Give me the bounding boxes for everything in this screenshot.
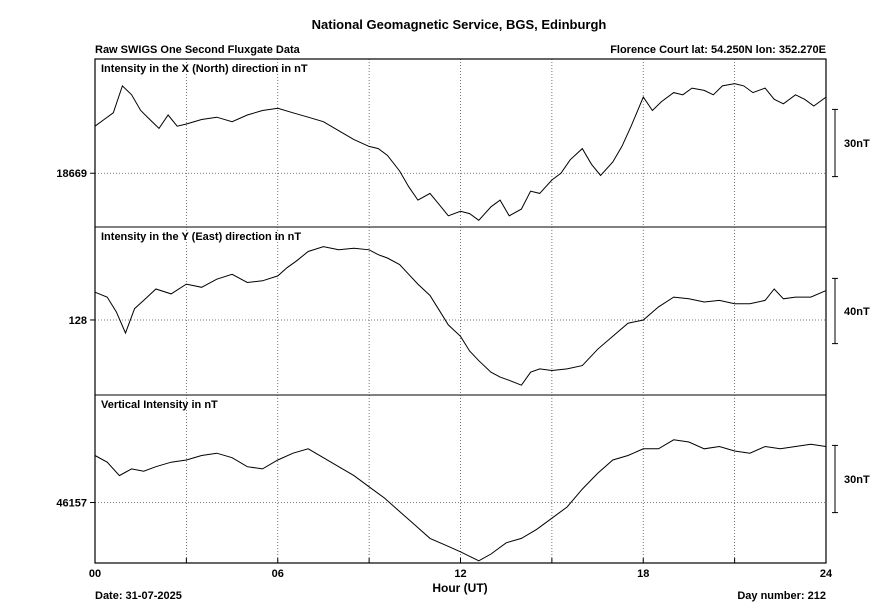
- scale-label: 40nT: [844, 306, 870, 318]
- station-info: Florence Court lat: 54.250N lon: 352.270…: [610, 44, 826, 56]
- panel-label: Intensity in the X (North) direction in …: [101, 63, 308, 75]
- panel-2: 128 Intensity in the Y (East) direction i…: [69, 226, 870, 395]
- scale-label: 30nT: [844, 474, 870, 486]
- chart-title: National Geomagnetic Service, BGS, Edinb…: [312, 17, 607, 32]
- x-axis-label: Hour (UT): [432, 581, 487, 595]
- panel-3: 46157 Vertical Intensity in nT 30nT: [56, 394, 870, 563]
- series-line: [94, 83, 827, 221]
- x-tick-label: 18: [637, 568, 649, 580]
- series-line: [94, 439, 827, 562]
- baseline-label: 128: [69, 315, 87, 327]
- panel-label: Vertical Intensity in nT: [101, 399, 218, 411]
- panels-group: 18669 Intensity in the X (North) directio…: [56, 59, 870, 563]
- x-tick-label: 06: [272, 568, 284, 580]
- series-line: [94, 246, 827, 386]
- day-number-label: Day number: 212: [737, 590, 826, 602]
- x-axis-ticks: 00 06 12 18 24: [89, 558, 833, 580]
- baseline-label: 46157: [56, 498, 87, 510]
- scale-label: 30nT: [844, 138, 870, 150]
- chart-subtitle-left: Raw SWIGS One Second Fluxgate Data: [95, 44, 301, 56]
- panel-label: Intensity in the Y (East) direction in n…: [101, 231, 301, 243]
- panel-1: 18669 Intensity in the X (North) directio…: [56, 59, 870, 227]
- x-tick-label: 00: [89, 568, 101, 580]
- date-label: Date: 31-07-2025: [95, 590, 182, 602]
- x-tick-label: 12: [454, 568, 466, 580]
- baseline-label: 18669: [56, 168, 87, 180]
- x-tick-label: 24: [820, 568, 833, 580]
